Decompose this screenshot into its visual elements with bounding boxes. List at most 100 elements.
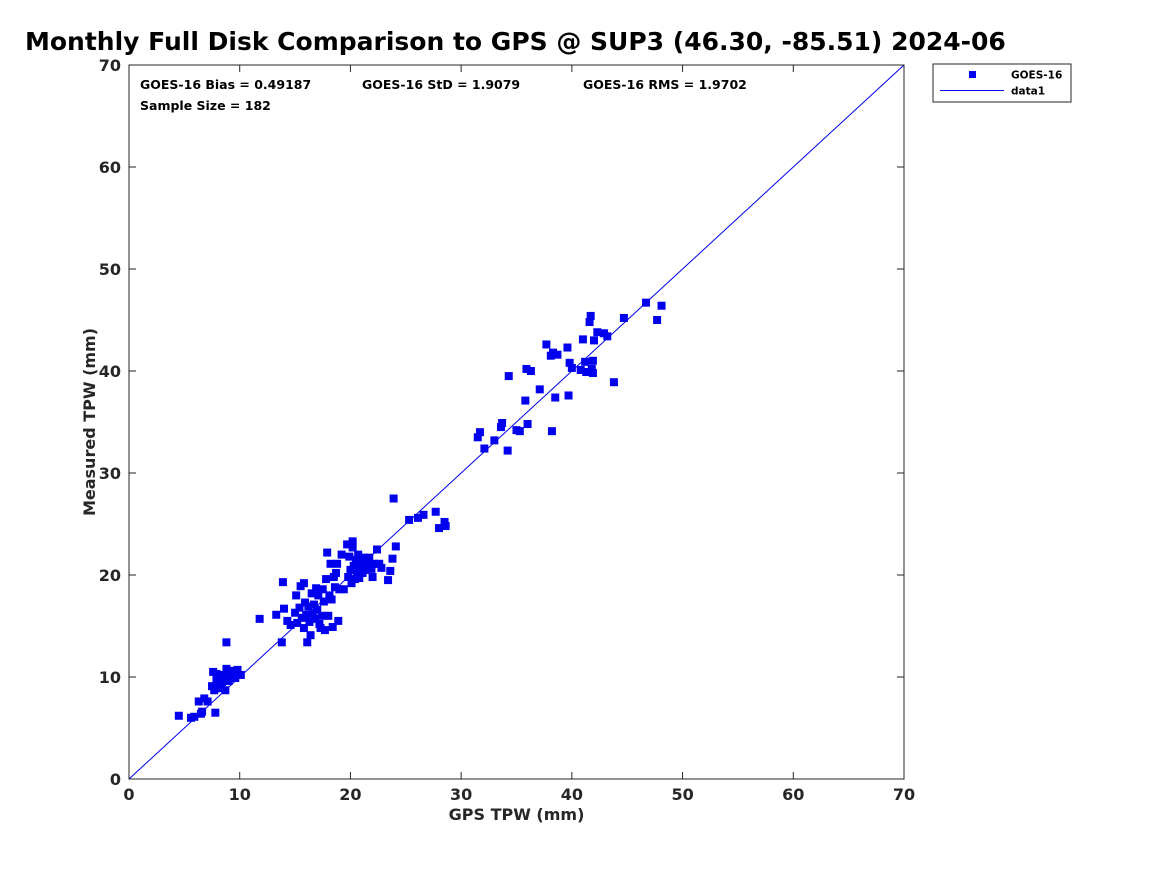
data-point [590,336,598,345]
data-point [277,638,286,647]
data-point [308,609,317,618]
data-point [375,559,384,568]
data-point [307,589,316,598]
data-point [642,298,651,307]
data-point [332,568,341,577]
data-point [348,537,357,546]
data-point [368,573,377,582]
data-point [551,393,560,402]
data-point [354,550,363,559]
y-tick-label: 30 [99,464,121,483]
data-point [334,616,343,625]
y-tick-label: 60 [99,158,121,177]
data-point [435,524,443,533]
data-point [198,707,207,716]
data-point [210,686,219,695]
data-point [355,574,364,583]
x-axis-label: GPS TPW (mm) [449,805,585,824]
x-tick-label: 20 [339,785,361,804]
stat-rms: GOES-16 RMS = 1.9702 [583,77,747,92]
data-point [348,543,357,552]
data-point [503,446,512,455]
y-tick-label: 70 [99,56,121,75]
data-point [327,595,336,604]
data-point [194,697,203,706]
data-point [301,598,310,607]
data-point [203,697,212,706]
y-axis-label: Measured TPW (mm) [80,328,99,516]
data-point [278,578,287,587]
data-point [304,602,313,611]
data-point [547,427,556,436]
data-point [317,611,326,620]
data-point [286,620,295,629]
data-point [475,428,484,437]
data-point [369,559,378,568]
y-tick-label: 10 [99,668,121,687]
legend-label-goes16: GOES-16 [1011,70,1062,82]
data-point [295,603,304,612]
data-point [563,343,572,352]
data-point [190,712,199,721]
data-point [211,708,220,717]
reference-line-data1 [128,64,905,780]
data-point [313,605,322,614]
stat-std: GOES-16 StD = 1.9079 [362,77,520,92]
data-point [498,419,507,428]
data-point [330,583,339,592]
chart-title: Monthly Full Disk Comparison to GPS @ SU… [25,27,1006,56]
data-point [564,391,573,400]
data-point [593,328,602,337]
data-point [292,591,301,600]
data-point [581,357,590,366]
data-point [585,318,594,327]
data-point [255,614,264,623]
data-point [609,378,618,387]
data-point [413,513,422,522]
data-point [587,364,596,373]
data-point [653,316,662,324]
data-point [497,423,505,432]
data-point [356,562,365,571]
data-point [221,686,230,695]
data-point [419,510,428,519]
stats-annotations: GOES-16 Bias = 0.49187 GOES-16 StD = 1.9… [140,77,747,113]
data-point [224,677,233,686]
data-point [312,584,321,593]
data-point [222,638,231,647]
data-point [291,608,300,617]
legend: GOES-16 data1 [932,63,1072,103]
data-point [351,555,360,564]
data-point [272,610,281,619]
data-point [297,613,306,622]
data-point [319,597,328,606]
data-point [365,553,374,562]
data-point [322,575,331,584]
stat-sample-size: Sample Size = 182 [140,98,271,113]
stat-bias: GOES-16 Bias = 0.49187 [140,77,311,92]
data-point [588,356,597,365]
plot-area [128,64,905,780]
x-tick-label: 30 [450,785,472,804]
data-point [405,515,414,524]
legend-label-data1: data1 [1011,86,1045,98]
data-point [299,624,308,633]
data-point [440,517,449,526]
data-point [318,585,327,594]
data-point [431,507,440,516]
x-tick-label: 40 [561,785,583,804]
data-point [515,427,524,436]
data-point [346,565,355,574]
data-point [441,522,450,531]
data-point [367,564,376,573]
data-point [603,332,612,341]
data-point [314,591,323,600]
data-point [212,669,221,678]
data-point [347,579,356,588]
data-point [565,358,574,367]
data-point [325,591,334,600]
x-tick-label: 70 [893,785,915,804]
data-point [299,579,308,588]
legend-box [932,63,1072,103]
